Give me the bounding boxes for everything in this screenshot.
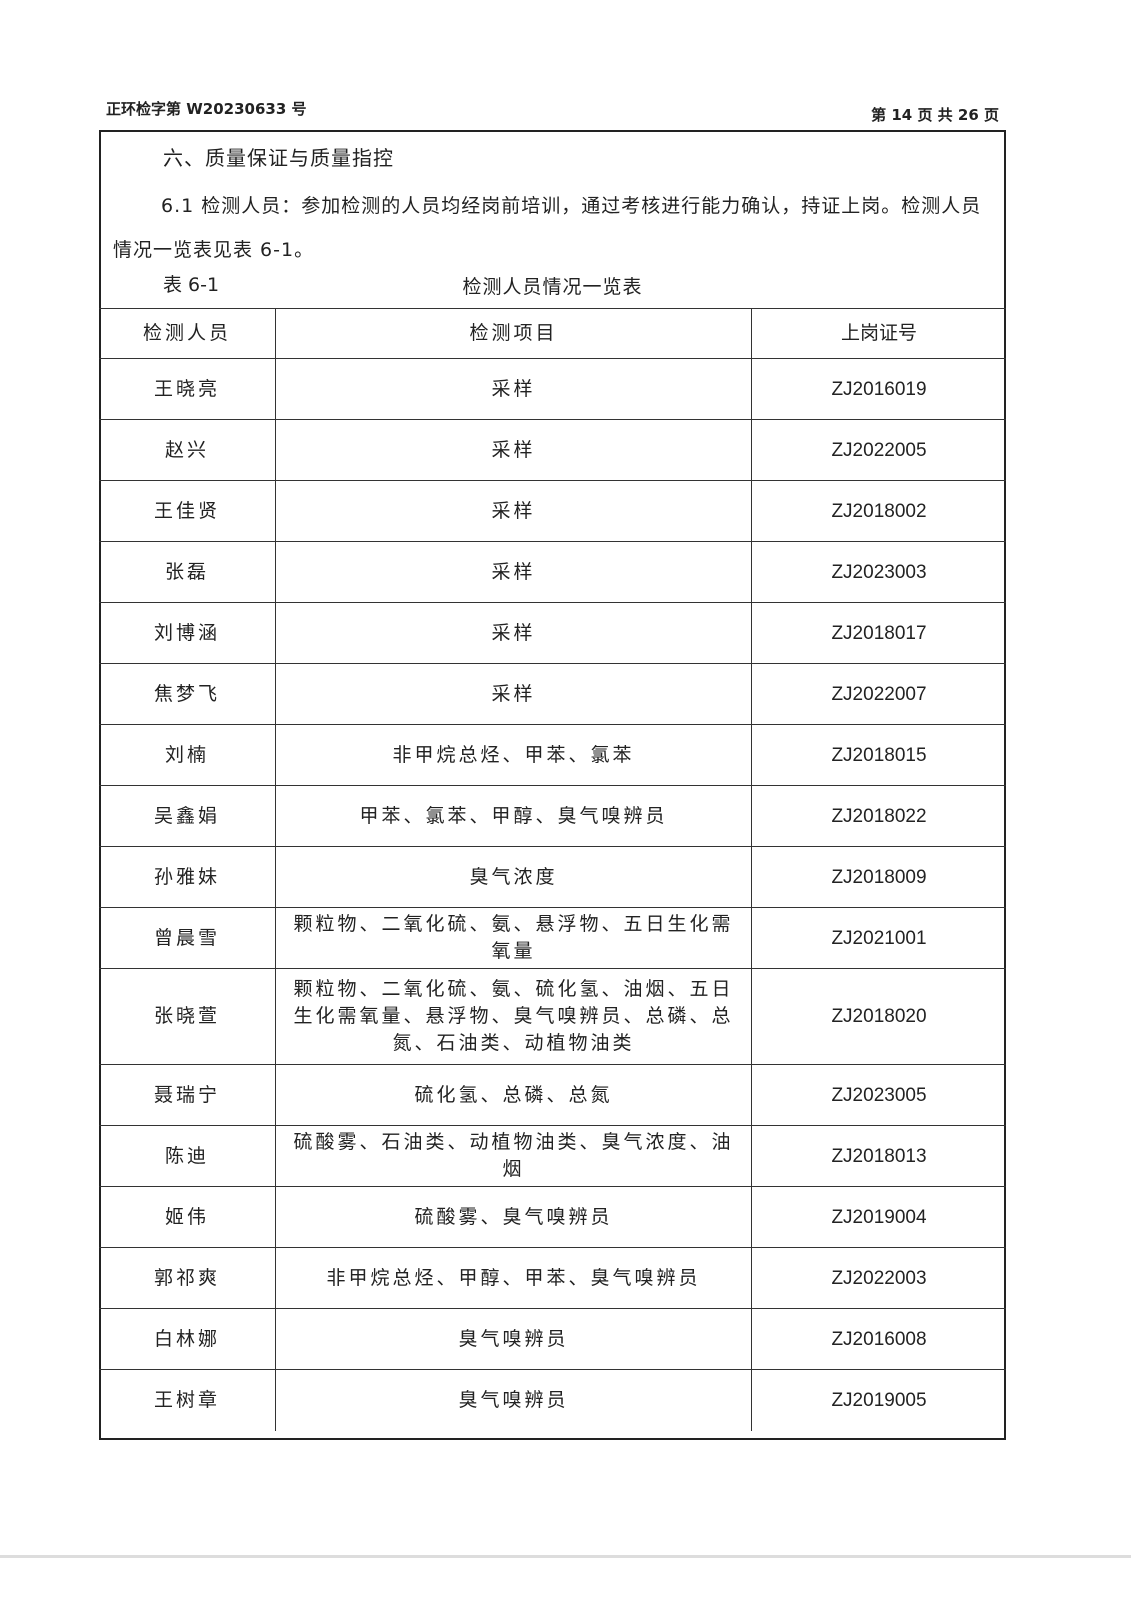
test-items: 采样 <box>275 358 752 420</box>
test-items: 颗粒物、二氧化硫、氨、硫化氢、油烟、五日生化需氧量、悬浮物、臭气嗅辨员、总磷、总… <box>275 968 752 1065</box>
test-items: 甲苯、氯苯、甲醇、臭气嗅辨员 <box>275 785 752 847</box>
certificate-number: ZJ2021001 <box>751 907 1006 969</box>
certificate-number: ZJ2023005 <box>751 1064 1006 1126</box>
table-row: 刘楠 非甲烷总烃、甲苯、氯苯 ZJ2018015 <box>99 724 1006 786</box>
section-paragraph: 6.1 检测人员：参加检测的人员均经岗前培训，通过考核进行能力确认，持证上岗。检… <box>113 195 982 261</box>
certificate-number: ZJ2018002 <box>751 480 1006 542</box>
content-frame: 六、质量保证与质量指控 6.1 检测人员：参加检测的人员均经岗前培训，通过考核进… <box>99 130 1006 1440</box>
person-name: 刘博涵 <box>99 602 276 664</box>
table-number: 表 6-1 <box>163 274 220 296</box>
certificate-number: ZJ2019004 <box>751 1186 1006 1248</box>
table-row: 张晓萱 颗粒物、二氧化硫、氨、硫化氢、油烟、五日生化需氧量、悬浮物、臭气嗅辨员、总… <box>99 968 1006 1065</box>
test-items: 颗粒物、二氧化硫、氨、悬浮物、五日生化需氧量 <box>275 907 752 969</box>
table-row: 刘博涵 采样 ZJ2018017 <box>99 602 1006 664</box>
scan-edge <box>0 1555 1131 1558</box>
certificate-number: ZJ2019005 <box>751 1369 1006 1431</box>
test-items: 采样 <box>275 419 752 481</box>
certificate-number: ZJ2018017 <box>751 602 1006 664</box>
certificate-number: ZJ2022005 <box>751 419 1006 481</box>
test-items: 采样 <box>275 602 752 664</box>
person-name: 王树章 <box>99 1369 276 1431</box>
test-items: 臭气嗅辨员 <box>275 1369 752 1431</box>
table-row: 白林娜 臭气嗅辨员 ZJ2016008 <box>99 1308 1006 1370</box>
person-name: 王晓亮 <box>99 358 276 420</box>
column-header: 检测项目 <box>275 308 752 359</box>
table-row: 王佳贤 采样 ZJ2018002 <box>99 480 1006 542</box>
test-items: 非甲烷总烃、甲苯、氯苯 <box>275 724 752 786</box>
test-items: 臭气嗅辨员 <box>275 1308 752 1370</box>
certificate-number: ZJ2022003 <box>751 1247 1006 1309</box>
table-row: 焦梦飞 采样 ZJ2022007 <box>99 663 1006 725</box>
table-row: 聂瑞宁 硫化氢、总磷、总氮 ZJ2023005 <box>99 1064 1006 1126</box>
certificate-number: ZJ2018015 <box>751 724 1006 786</box>
person-name: 王佳贤 <box>99 480 276 542</box>
column-header: 上岗证号 <box>751 308 1006 359</box>
table-row: 曾晨雪 颗粒物、二氧化硫、氨、悬浮物、五日生化需氧量 ZJ2021001 <box>99 907 1006 969</box>
certificate-number: ZJ2016008 <box>751 1308 1006 1370</box>
test-items: 硫酸雾、臭气嗅辨员 <box>275 1186 752 1248</box>
table-row: 姬伟 硫酸雾、臭气嗅辨员 ZJ2019004 <box>99 1186 1006 1248</box>
person-name: 焦梦飞 <box>99 663 276 725</box>
person-name: 曾晨雪 <box>99 907 276 969</box>
table-row: 孙雅妹 臭气浓度 ZJ2018009 <box>99 846 1006 908</box>
certificate-number: ZJ2016019 <box>751 358 1006 420</box>
column-header: 检测人员 <box>99 308 276 359</box>
person-name: 张磊 <box>99 541 276 603</box>
test-items: 采样 <box>275 480 752 542</box>
certificate-number: ZJ2018013 <box>751 1125 1006 1187</box>
person-name: 刘楠 <box>99 724 276 786</box>
person-name: 吴鑫娟 <box>99 785 276 847</box>
person-name: 赵兴 <box>99 419 276 481</box>
test-items: 采样 <box>275 663 752 725</box>
person-name: 郭祁爽 <box>99 1247 276 1309</box>
person-name: 白林娜 <box>99 1308 276 1370</box>
certificate-number: ZJ2023003 <box>751 541 1006 603</box>
table-header-row: 检测人员 检测项目 上岗证号 <box>99 308 1006 359</box>
section-title: 六、质量保证与质量指控 <box>163 146 394 170</box>
report-number: 正环检字第 W20230633 号 <box>106 100 307 118</box>
certificate-number: ZJ2018020 <box>751 968 1006 1065</box>
test-items: 硫化氢、总磷、总氮 <box>275 1064 752 1126</box>
page-number: 第 14 页 共 26 页 <box>871 106 999 124</box>
certificate-number: ZJ2018009 <box>751 846 1006 908</box>
table-row: 张磊 采样 ZJ2023003 <box>99 541 1006 603</box>
test-items: 采样 <box>275 541 752 603</box>
table-row: 赵兴 采样 ZJ2022005 <box>99 419 1006 481</box>
table-row: 郭祁爽 非甲烷总烃、甲醇、甲苯、臭气嗅辨员 ZJ2022003 <box>99 1247 1006 1309</box>
table-row: 王树章 臭气嗅辨员 ZJ2019005 <box>99 1369 1006 1431</box>
table-caption: 检测人员情况一览表 <box>462 276 643 298</box>
table-row: 吴鑫娟 甲苯、氯苯、甲醇、臭气嗅辨员 ZJ2018022 <box>99 785 1006 847</box>
certificate-number: ZJ2018022 <box>751 785 1006 847</box>
person-name: 聂瑞宁 <box>99 1064 276 1126</box>
person-name: 孙雅妹 <box>99 846 276 908</box>
test-items: 非甲烷总烃、甲醇、甲苯、臭气嗅辨员 <box>275 1247 752 1309</box>
test-items: 硫酸雾、石油类、动植物油类、臭气浓度、油烟 <box>275 1125 752 1187</box>
person-name: 陈迪 <box>99 1125 276 1187</box>
table-row: 王晓亮 采样 ZJ2016019 <box>99 358 1006 420</box>
personnel-table: 检测人员 检测项目 上岗证号 王晓亮 采样 ZJ2016019 赵兴 采样 ZJ20220… <box>99 308 1006 1431</box>
person-name: 姬伟 <box>99 1186 276 1248</box>
person-name: 张晓萱 <box>99 968 276 1065</box>
table-row: 陈迪 硫酸雾、石油类、动植物油类、臭气浓度、油烟 ZJ2018013 <box>99 1125 1006 1187</box>
test-items: 臭气浓度 <box>275 846 752 908</box>
certificate-number: ZJ2022007 <box>751 663 1006 725</box>
